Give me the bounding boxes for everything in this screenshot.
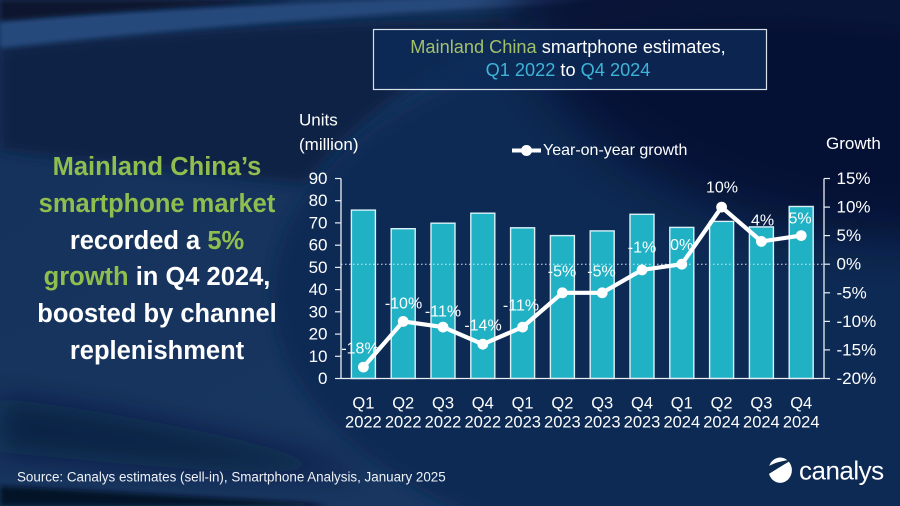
svg-text:Q1: Q1 bbox=[352, 395, 374, 413]
svg-text:Units: Units bbox=[299, 111, 338, 130]
svg-text:(million): (million) bbox=[299, 135, 359, 154]
svg-text:40: 40 bbox=[309, 280, 328, 299]
svg-text:2022: 2022 bbox=[345, 414, 382, 432]
svg-text:-20%: -20% bbox=[837, 369, 877, 388]
svg-text:2024: 2024 bbox=[663, 414, 700, 432]
svg-text:0: 0 bbox=[318, 369, 327, 388]
svg-text:2024: 2024 bbox=[703, 414, 740, 432]
svg-text:5%: 5% bbox=[788, 211, 811, 228]
svg-text:-11%: -11% bbox=[503, 298, 539, 315]
svg-text:Q1 2022 to Q4 2024: Q1 2022 to Q4 2024 bbox=[486, 60, 651, 80]
svg-text:Q4: Q4 bbox=[472, 395, 494, 413]
svg-text:2022: 2022 bbox=[425, 414, 462, 432]
svg-text:-14%: -14% bbox=[464, 318, 501, 335]
svg-text:Q4: Q4 bbox=[790, 395, 812, 413]
svg-text:10%: 10% bbox=[837, 198, 871, 217]
svg-text:2022: 2022 bbox=[385, 414, 422, 432]
svg-text:2024: 2024 bbox=[743, 414, 780, 432]
svg-text:Growth: Growth bbox=[826, 134, 881, 153]
svg-text:-5%: -5% bbox=[837, 283, 867, 302]
svg-text:-5%: -5% bbox=[548, 264, 576, 281]
svg-text:30: 30 bbox=[309, 302, 328, 321]
svg-text:-1%: -1% bbox=[628, 240, 656, 257]
svg-text:60: 60 bbox=[309, 236, 328, 255]
svg-text:15%: 15% bbox=[837, 169, 871, 188]
svg-text:2023: 2023 bbox=[624, 414, 661, 432]
svg-text:Q4: Q4 bbox=[631, 395, 653, 413]
svg-text:10: 10 bbox=[309, 347, 328, 366]
svg-text:Q2: Q2 bbox=[551, 395, 573, 413]
svg-text:10%: 10% bbox=[706, 180, 738, 197]
svg-text:50: 50 bbox=[309, 258, 328, 277]
svg-text:2022: 2022 bbox=[464, 414, 501, 432]
svg-text:-18%: -18% bbox=[341, 341, 378, 358]
svg-text:Q3: Q3 bbox=[750, 395, 772, 413]
svg-text:80: 80 bbox=[309, 191, 328, 210]
svg-text:-10%: -10% bbox=[385, 296, 422, 313]
svg-text:2023: 2023 bbox=[544, 414, 581, 432]
svg-text:Q3: Q3 bbox=[432, 395, 454, 413]
svg-text:Year-on-year growth: Year-on-year growth bbox=[543, 142, 687, 159]
svg-text:Q2: Q2 bbox=[711, 395, 733, 413]
svg-text:5%: 5% bbox=[837, 226, 862, 245]
svg-text:Q3: Q3 bbox=[591, 395, 613, 413]
svg-text:70: 70 bbox=[309, 213, 328, 232]
svg-text:-5%: -5% bbox=[587, 264, 615, 281]
svg-text:Q1: Q1 bbox=[671, 395, 693, 413]
svg-text:Source: Canalys estimates (sel: Source: Canalys estimates (sell-in), Sma… bbox=[17, 470, 446, 485]
svg-text:2023: 2023 bbox=[504, 414, 541, 432]
svg-text:0%: 0% bbox=[837, 255, 862, 274]
svg-text:2024: 2024 bbox=[783, 414, 820, 432]
svg-text:-15%: -15% bbox=[837, 340, 877, 359]
svg-text:20: 20 bbox=[309, 325, 328, 344]
svg-text:Mainland China smartphone esti: Mainland China smartphone estimates, bbox=[410, 37, 725, 57]
svg-text:4%: 4% bbox=[751, 213, 774, 230]
svg-text:2023: 2023 bbox=[584, 414, 621, 432]
svg-text:canalys: canalys bbox=[799, 456, 884, 486]
svg-text:90: 90 bbox=[309, 169, 328, 188]
svg-text:-11%: -11% bbox=[425, 304, 461, 321]
svg-text:Q2: Q2 bbox=[392, 395, 414, 413]
svg-text:-10%: -10% bbox=[837, 312, 877, 331]
svg-text:Q1: Q1 bbox=[512, 395, 534, 413]
svg-text:0%: 0% bbox=[670, 237, 693, 254]
